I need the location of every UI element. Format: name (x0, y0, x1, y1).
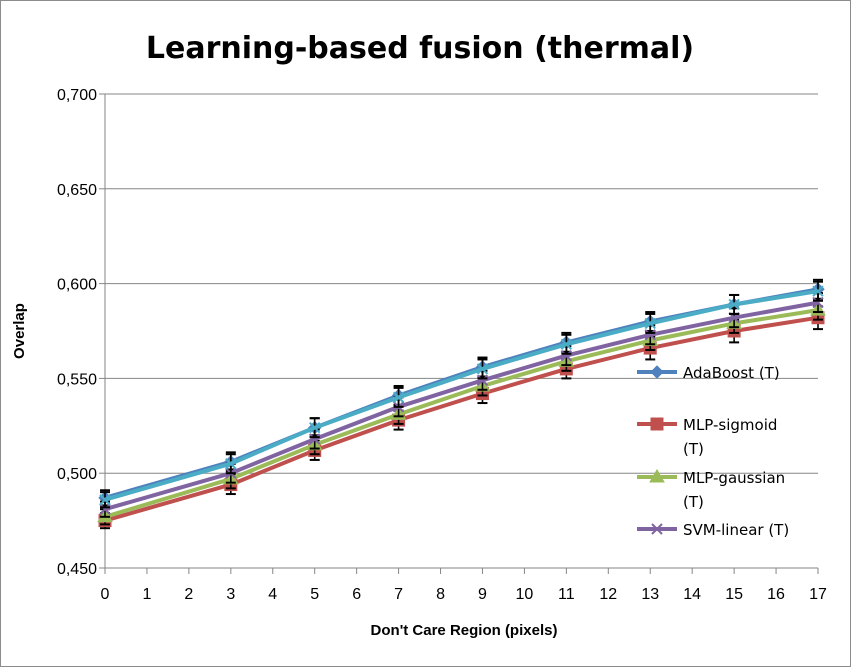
x-tick-label: 1 (142, 586, 151, 603)
data-point (99, 494, 111, 506)
x-tick-label: 7 (394, 586, 403, 603)
x-tick-label: 6 (352, 586, 361, 603)
y-tick-label: 0,450 (57, 561, 97, 578)
gridlines (105, 93, 818, 569)
axes (99, 93, 819, 574)
legend-label: MLP-sigmoid (683, 416, 777, 434)
legend: AdaBoost (T) MLP-sigmoid (T) MLP-gaussian (T… (637, 364, 789, 539)
legend-item-3: MLP-gaussian (T) (637, 469, 785, 511)
x-tick-label: 0 (101, 586, 110, 603)
legend-swatch-marker (650, 417, 664, 431)
legend-swatch-marker (650, 365, 664, 379)
y-tick-label: 0,700 (57, 87, 97, 104)
x-tick-label: 10 (516, 586, 534, 603)
series-group (97, 278, 826, 530)
chart-title: Learning-based fusion (thermal) (146, 31, 694, 66)
y-tick-label: 0,600 (57, 277, 97, 294)
legend-item-1: AdaBoost (T) (637, 364, 780, 382)
data-point (644, 329, 656, 341)
x-axis-title: Don't Care Region (pixels) (371, 622, 558, 639)
legend-item-4: SVM-linear (T) (637, 521, 789, 539)
y-axis-title: Overlap (11, 303, 28, 359)
data-point (812, 285, 824, 297)
y-tick-label: 0,550 (57, 371, 97, 388)
x-tick-label: 17 (809, 586, 827, 603)
x-tick-label: 5 (310, 586, 319, 603)
data-point (812, 296, 824, 309)
x-tick-label: 9 (478, 586, 487, 603)
data-point (392, 391, 405, 404)
data-point (560, 349, 573, 362)
y-tick-label: 0,500 (57, 466, 97, 483)
x-tick-label: 12 (599, 586, 617, 603)
x-tick-label: 3 (226, 586, 235, 603)
y-tick-label: 0,650 (57, 182, 97, 199)
legend-label: (T) (683, 440, 704, 458)
legend-label: SVM-linear (T) (683, 521, 789, 539)
x-tick-label: 15 (725, 586, 743, 603)
legend-label: AdaBoost (T) (683, 364, 780, 382)
x-tick-label: 13 (641, 586, 659, 603)
data-point (225, 458, 237, 470)
legend-label: (T) (683, 493, 704, 511)
x-tick-label: 8 (436, 586, 445, 603)
legend-label: MLP-gaussian (683, 469, 785, 487)
x-tick-label: 4 (268, 586, 277, 603)
legend-swatch-marker (651, 523, 663, 535)
legend-swatch-marker (649, 469, 665, 483)
x-tick-label: 2 (184, 586, 193, 603)
data-point (728, 298, 740, 311)
legend-item-2: MLP-sigmoid (T) (637, 416, 777, 458)
series-5 (99, 280, 824, 509)
series-4 (99, 292, 824, 518)
y-tick-labels: 0,450 0,500 0,550 0,600 0,650 0,700 (57, 87, 97, 578)
data-point (476, 363, 489, 375)
data-point (308, 433, 321, 445)
x-tick-labels: 0 1 2 3 4 5 6 7 8 9 10 11 12 13 14 15 16 17 (101, 586, 827, 603)
x-tick-label: 14 (683, 586, 701, 603)
data-point (560, 338, 573, 350)
x-tick-label: 11 (558, 586, 575, 603)
data-point (308, 421, 321, 434)
data-point (644, 317, 656, 330)
data-point (476, 374, 489, 387)
data-point (99, 503, 111, 515)
x-tick-label: 16 (767, 586, 785, 603)
